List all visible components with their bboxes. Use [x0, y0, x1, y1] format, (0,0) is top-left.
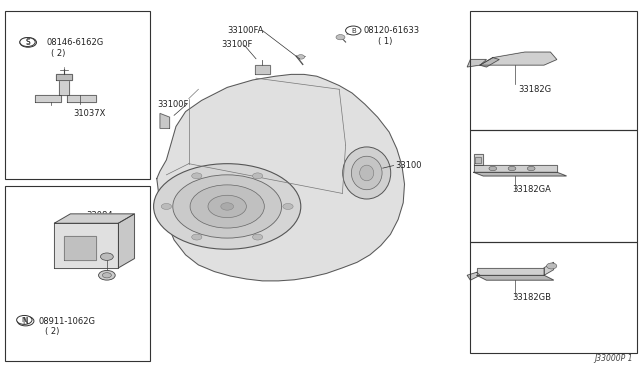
Polygon shape — [480, 58, 499, 67]
Polygon shape — [56, 74, 72, 80]
Circle shape — [221, 203, 234, 210]
Circle shape — [20, 38, 36, 47]
Text: 08911-1062G: 08911-1062G — [38, 317, 95, 326]
Circle shape — [252, 234, 262, 240]
Circle shape — [190, 185, 264, 228]
Polygon shape — [480, 52, 557, 65]
Text: N: N — [23, 317, 28, 326]
Polygon shape — [475, 157, 481, 163]
Circle shape — [17, 315, 32, 324]
Circle shape — [192, 173, 202, 179]
Text: J33000P 1: J33000P 1 — [594, 354, 632, 363]
Polygon shape — [255, 65, 270, 74]
Circle shape — [508, 166, 516, 171]
Circle shape — [154, 164, 301, 249]
Polygon shape — [67, 95, 96, 102]
Polygon shape — [467, 272, 480, 280]
Circle shape — [252, 173, 262, 179]
Polygon shape — [477, 275, 554, 280]
Text: 08120-61633: 08120-61633 — [364, 26, 420, 35]
Polygon shape — [54, 214, 134, 223]
Polygon shape — [118, 214, 134, 268]
Ellipse shape — [360, 165, 374, 181]
Bar — [470, 11, 637, 130]
Circle shape — [336, 35, 345, 40]
Circle shape — [547, 263, 557, 269]
Text: 33182G: 33182G — [518, 85, 552, 94]
Text: 33100FA: 33100FA — [227, 26, 264, 35]
Polygon shape — [54, 223, 118, 268]
Ellipse shape — [351, 156, 382, 190]
Circle shape — [489, 166, 497, 171]
Circle shape — [208, 195, 246, 218]
Polygon shape — [64, 236, 96, 260]
Polygon shape — [467, 60, 486, 67]
Circle shape — [20, 38, 35, 46]
Circle shape — [283, 203, 293, 209]
Ellipse shape — [343, 147, 390, 199]
Text: N: N — [22, 317, 27, 323]
Bar — [5, 186, 150, 361]
Text: 31037X: 31037X — [74, 109, 106, 118]
Circle shape — [173, 175, 282, 238]
Polygon shape — [474, 172, 566, 176]
Bar — [5, 11, 150, 179]
Circle shape — [297, 55, 305, 59]
Circle shape — [102, 273, 111, 278]
Text: B: B — [351, 28, 356, 33]
Text: 33084: 33084 — [86, 211, 113, 220]
Text: 08146-6162G: 08146-6162G — [46, 38, 103, 47]
Circle shape — [17, 316, 34, 326]
Polygon shape — [474, 165, 557, 172]
Text: 33100: 33100 — [396, 161, 422, 170]
Polygon shape — [544, 262, 554, 275]
Text: 33182GB: 33182GB — [512, 293, 551, 302]
Text: 33100F: 33100F — [157, 100, 188, 109]
Text: 33100F: 33100F — [221, 40, 252, 49]
Text: ( 2): ( 2) — [51, 49, 65, 58]
Text: S: S — [26, 38, 31, 47]
Bar — [470, 130, 637, 242]
Circle shape — [527, 166, 535, 171]
Polygon shape — [157, 74, 404, 281]
Text: S: S — [26, 39, 29, 45]
Polygon shape — [160, 113, 170, 128]
Polygon shape — [477, 268, 544, 275]
Circle shape — [346, 26, 361, 35]
Text: 33182GA: 33182GA — [512, 185, 551, 194]
Polygon shape — [59, 80, 69, 95]
Circle shape — [99, 270, 115, 280]
Polygon shape — [35, 95, 61, 102]
Text: ( 1): ( 1) — [378, 37, 392, 46]
Circle shape — [161, 203, 172, 209]
Circle shape — [191, 234, 202, 240]
Polygon shape — [474, 154, 483, 165]
Circle shape — [100, 253, 113, 260]
Bar — [470, 242, 637, 353]
Text: ( 2): ( 2) — [45, 327, 59, 336]
